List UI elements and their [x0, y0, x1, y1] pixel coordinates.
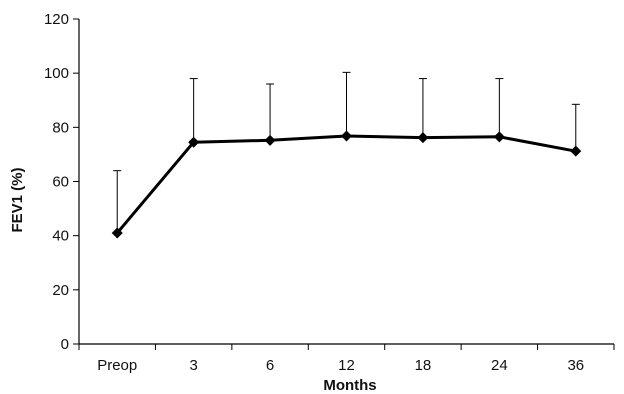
x-axis-title: Months: [323, 377, 376, 394]
y-axis-title: FEV1 (%): [9, 167, 26, 232]
data-point-diamond: [417, 132, 428, 143]
series-line-path: [117, 136, 576, 233]
data-point-diamond: [341, 131, 352, 142]
y-axis-ticks: 0 20 40 60 80 100 120: [44, 11, 79, 353]
data-point-diamond: [570, 146, 581, 157]
x-tick-label: 12: [338, 357, 355, 374]
x-tick-label: 18: [415, 357, 432, 374]
data-markers: [112, 131, 582, 239]
y-tick-label: 0: [61, 336, 69, 353]
y-tick-label: 120: [44, 11, 69, 28]
series-line: [117, 136, 576, 233]
y-tick-label: 20: [52, 282, 69, 299]
x-tick-label: Preop: [97, 357, 137, 374]
data-point-diamond: [265, 135, 276, 146]
y-tick-label: 80: [52, 119, 69, 136]
x-tick-label: 36: [567, 357, 584, 374]
x-tick-label: 6: [266, 357, 274, 374]
data-point-diamond: [494, 131, 505, 142]
x-tick-label: 3: [189, 357, 197, 374]
y-tick-label: 100: [44, 65, 69, 82]
y-tick-label: 40: [52, 228, 69, 245]
x-tick-label: 24: [491, 357, 508, 374]
y-tick-label: 60: [52, 174, 69, 191]
x-axis-ticks: Preop3612182436: [79, 344, 614, 374]
